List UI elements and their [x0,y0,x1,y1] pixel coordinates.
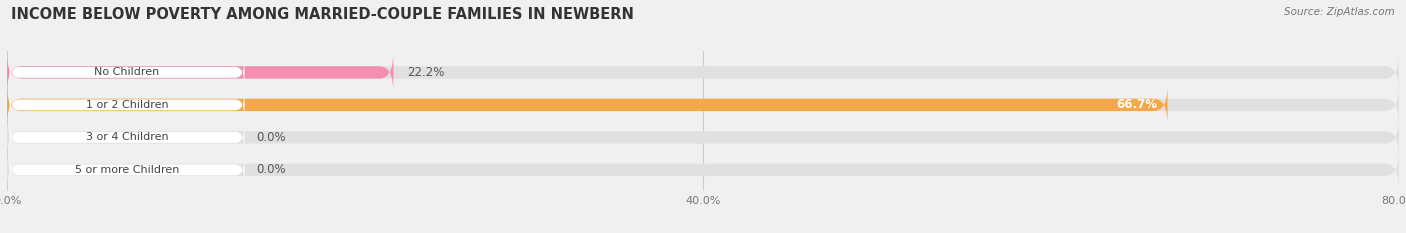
FancyBboxPatch shape [7,53,1399,92]
FancyBboxPatch shape [7,85,1167,125]
Text: 1 or 2 Children: 1 or 2 Children [86,100,169,110]
FancyBboxPatch shape [10,125,245,150]
FancyBboxPatch shape [10,60,245,85]
Text: INCOME BELOW POVERTY AMONG MARRIED-COUPLE FAMILIES IN NEWBERN: INCOME BELOW POVERTY AMONG MARRIED-COUPL… [11,7,634,22]
FancyBboxPatch shape [7,53,394,92]
Text: 3 or 4 Children: 3 or 4 Children [86,132,169,142]
Text: 0.0%: 0.0% [256,131,285,144]
Text: No Children: No Children [94,67,160,77]
Text: 66.7%: 66.7% [1116,98,1157,111]
Text: 5 or more Children: 5 or more Children [75,165,180,175]
Text: 22.2%: 22.2% [408,66,444,79]
Text: 0.0%: 0.0% [256,163,285,176]
FancyBboxPatch shape [10,158,245,182]
FancyBboxPatch shape [7,85,1399,125]
FancyBboxPatch shape [10,93,245,117]
FancyBboxPatch shape [7,118,1399,157]
FancyBboxPatch shape [7,150,1399,190]
Text: Source: ZipAtlas.com: Source: ZipAtlas.com [1284,7,1395,17]
